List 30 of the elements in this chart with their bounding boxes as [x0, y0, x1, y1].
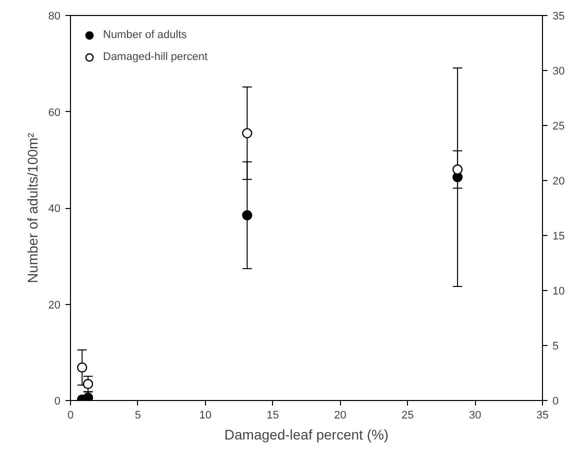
point — [452, 164, 463, 175]
y2-tick-label: 5 — [552, 340, 559, 352]
point — [242, 210, 252, 220]
x-tick-label: 0 — [67, 410, 74, 422]
legend-label: Number of adults — [103, 29, 187, 41]
legend-label: Damaged-hill percent — [103, 51, 208, 63]
point — [242, 128, 252, 138]
x-axis-title: Damaged-leaf percent (%) — [224, 426, 389, 442]
y-tick-label: 60 — [48, 106, 61, 119]
x-tick-label: 30 — [468, 410, 482, 422]
point — [77, 362, 88, 373]
y-tick-label: 80 — [48, 10, 61, 22]
x-tick-label: 15 — [266, 410, 279, 422]
x-tick-label: 10 — [199, 410, 212, 422]
y2-tick-label: 20 — [552, 176, 565, 188]
y2-tick-label: 25 — [552, 120, 565, 132]
point — [82, 378, 94, 390]
x-tick-label: 20 — [334, 410, 346, 422]
x-tick-label: 5 — [134, 410, 141, 422]
y-tick-label: 20 — [48, 299, 61, 312]
y2-tick-label: 10 — [552, 286, 565, 298]
x-tick-label: 25 — [402, 410, 414, 422]
y2-tick-label: 0 — [552, 396, 559, 408]
y2-tick-label: 30 — [552, 66, 565, 78]
y-tick-label: 0 — [54, 396, 61, 408]
y-tick-label: 40 — [48, 203, 61, 215]
y2-tick-label: 35 — [552, 10, 565, 22]
x-tick-label: 35 — [536, 410, 549, 422]
y-axis-title: Number of adults/100m² — [24, 132, 40, 284]
y2-tick-label: 15 — [552, 230, 565, 242]
